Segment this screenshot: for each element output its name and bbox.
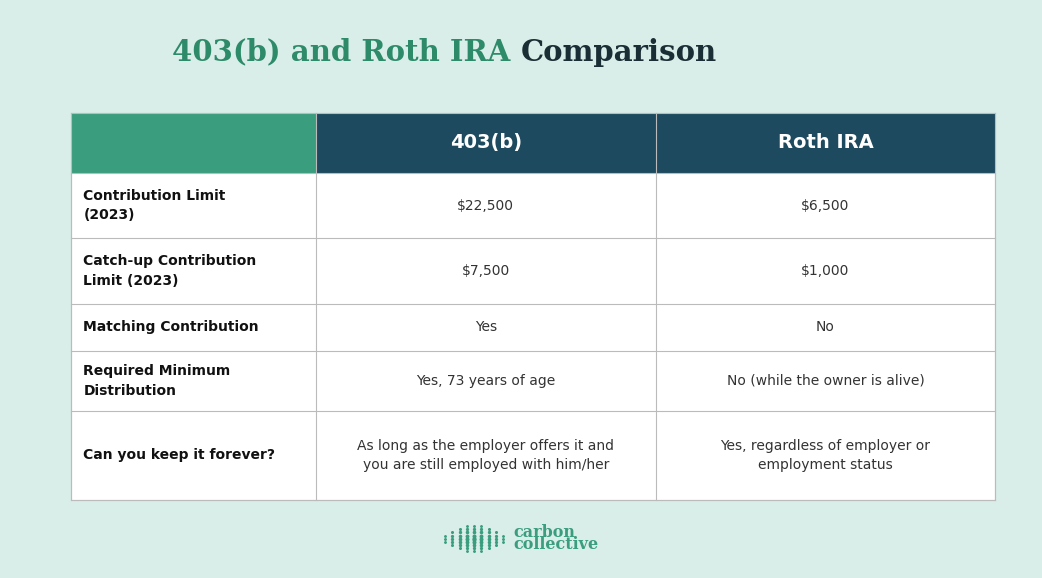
Text: No: No (816, 320, 835, 334)
Text: No (while the owner is alive): No (while the owner is alive) (726, 374, 924, 388)
Text: Yes, 73 years of age: Yes, 73 years of age (416, 374, 555, 388)
Text: carbon: carbon (514, 524, 576, 542)
Text: Catch-up Contribution
Limit (2023): Catch-up Contribution Limit (2023) (83, 254, 256, 288)
Text: $6,500: $6,500 (801, 199, 849, 213)
Text: collective: collective (514, 536, 599, 553)
Text: Matching Contribution: Matching Contribution (83, 320, 259, 334)
Text: Contribution Limit
(2023): Contribution Limit (2023) (83, 189, 226, 223)
Bar (71, 113, 316, 173)
Text: 403(b) and Roth IRA: 403(b) and Roth IRA (173, 38, 521, 66)
Text: $22,500: $22,500 (457, 199, 515, 213)
Text: $7,500: $7,500 (462, 264, 510, 278)
Text: Required Minimum
Distribution: Required Minimum Distribution (83, 364, 230, 398)
Bar (71, 113, 995, 500)
Bar (316, 113, 655, 173)
Text: Yes: Yes (475, 320, 497, 334)
Text: $1,000: $1,000 (801, 264, 849, 278)
Text: Yes, regardless of employer or
employment status: Yes, regardless of employer or employmen… (720, 439, 931, 472)
Text: 403(b): 403(b) (450, 134, 522, 152)
Text: As long as the employer offers it and
you are still employed with him/her: As long as the employer offers it and yo… (357, 439, 615, 472)
Text: Comparison: Comparison (521, 38, 717, 66)
Bar (655, 113, 995, 173)
Text: Can you keep it forever?: Can you keep it forever? (83, 449, 275, 462)
Text: Roth IRA: Roth IRA (777, 134, 873, 152)
